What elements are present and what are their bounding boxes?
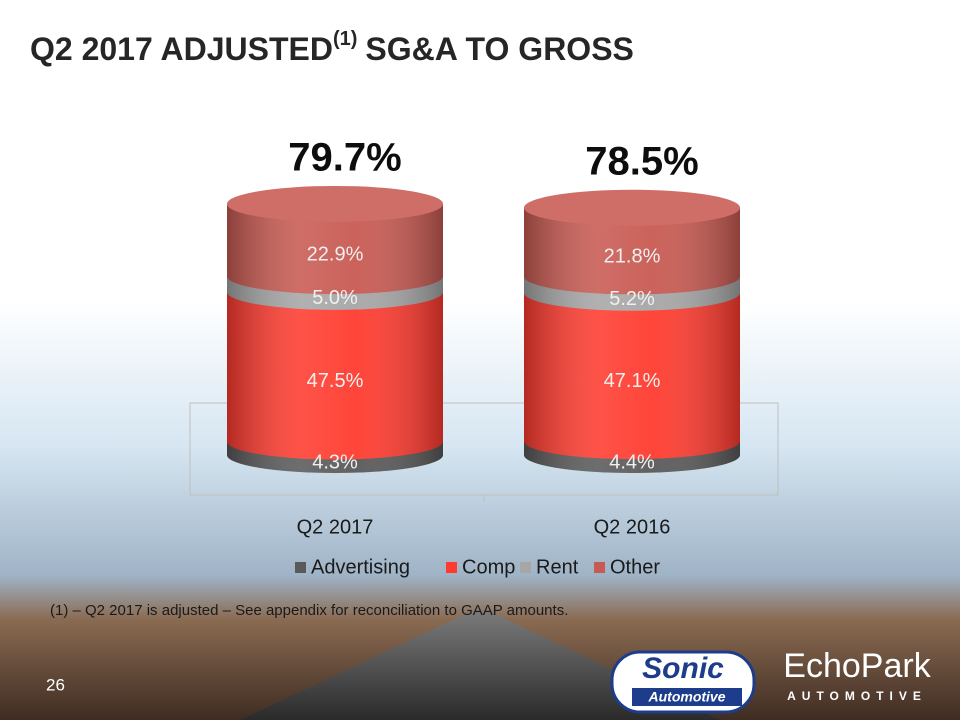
page-number: 26 [46,675,65,694]
cylinder-top-highlight [524,189,740,226]
sonic-logo-sub: Automotive [648,689,726,705]
cylinder-top [524,189,740,226]
cylinder-top [227,185,443,222]
title-suffix: SG&A TO GROSS [365,31,633,67]
sonic-logo-banner [632,688,742,706]
data-label: 5.0% [312,287,358,309]
data-label: 22.9% [307,243,364,265]
road [240,612,720,720]
echopark-logo-sub: AUTOMOTIVE [787,689,927,703]
data-label: 4.4% [609,451,655,473]
chart-title: Q2 2017 ADJUSTED(1) SG&A TO GROSS [30,28,634,67]
echopark-logo: EchoPark AUTOMOTIVE [783,647,931,703]
footnote: (1) – Q2 2017 is adjusted – See appendix… [50,602,568,619]
sonic-logo: Sonic Automotive [610,650,756,714]
title-superscript: (1) [333,28,357,50]
legend-swatch [594,562,605,573]
title-main: Q2 2017 ADJUSTED [30,31,333,67]
x-tick-label: Q2 2016 [594,516,671,538]
data-label: 4.3% [312,452,358,474]
data-label: 47.5% [307,370,364,392]
legend-swatch [295,562,306,573]
legend-label: Rent [536,556,579,578]
data-label: 5.2% [609,288,655,310]
x-tick-label: Q2 2017 [297,516,374,538]
legend-label: Other [610,556,660,578]
sonic-logo-text: Sonic [642,652,724,685]
legend-swatch [446,562,457,573]
cylinder-top-highlight [227,185,443,222]
data-label: 47.1% [604,370,661,392]
echopark-logo-text: EchoPark [783,647,931,685]
legend-swatch [520,562,531,573]
total-label: 78.5% [585,139,698,183]
data-label: 21.8% [604,245,661,267]
legend-label: Comp [462,556,515,578]
legend-label: Advertising [311,556,410,578]
total-label: 79.7% [288,136,401,180]
